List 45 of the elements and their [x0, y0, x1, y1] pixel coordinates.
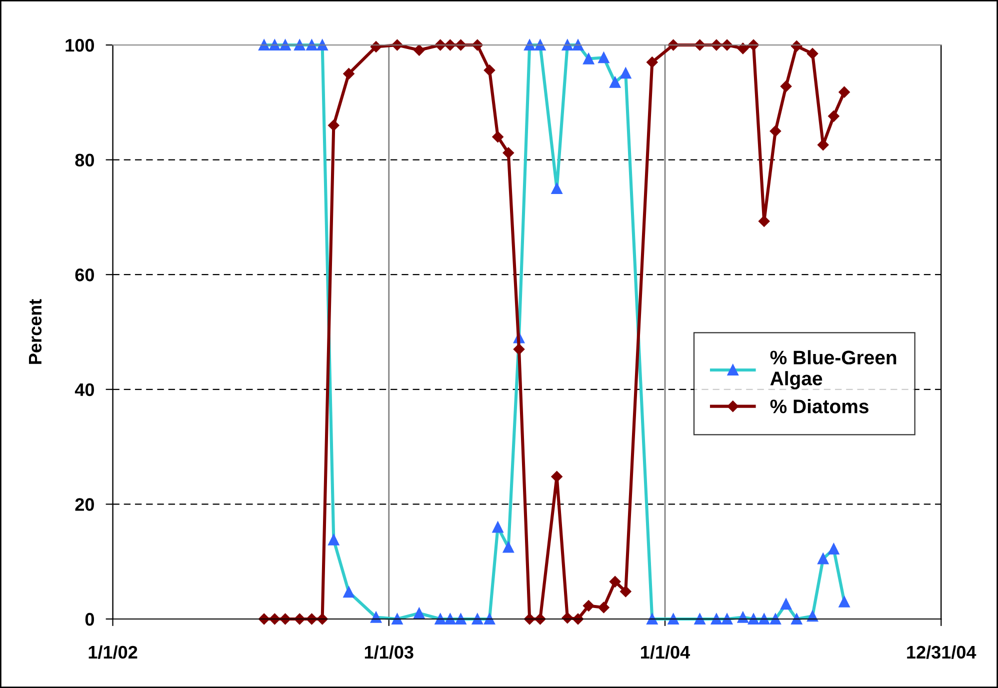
y-tick-label: 40	[74, 383, 94, 396]
point	[492, 131, 504, 142]
point	[609, 576, 621, 588]
point	[444, 39, 456, 51]
y-tick-label: 20	[75, 498, 94, 511]
legend-label: % Diatoms	[770, 399, 868, 414]
point	[838, 86, 850, 98]
point	[758, 216, 770, 227]
point	[694, 39, 706, 51]
point	[328, 120, 340, 131]
y-axis-title: Percent	[28, 299, 42, 364]
x-tick-label: 1/1/02	[88, 645, 138, 659]
x-tick-label: 12/31/04	[907, 645, 976, 659]
point	[414, 44, 425, 56]
point	[269, 613, 280, 625]
legend-label: % Blue-Green Algae	[770, 350, 896, 390]
point	[502, 147, 514, 159]
x-tick-label: 1/1/04	[641, 645, 690, 659]
point	[306, 613, 318, 625]
y-tick-label: 80	[75, 154, 94, 167]
x-tick-label: 1/1/03	[364, 645, 414, 659]
point	[484, 64, 496, 76]
point	[668, 39, 679, 51]
y-tick-label: 0	[85, 612, 94, 626]
point	[806, 48, 818, 60]
point	[780, 80, 792, 92]
point	[280, 613, 291, 625]
point	[818, 139, 829, 150]
point	[770, 125, 782, 137]
point	[598, 602, 610, 614]
point	[534, 613, 546, 625]
point	[620, 586, 632, 598]
point	[582, 600, 594, 612]
y-tick-label: 100	[66, 38, 94, 52]
point	[316, 613, 328, 625]
point	[513, 344, 525, 355]
point	[455, 39, 466, 51]
point	[370, 41, 382, 52]
y-tick-label: 60	[75, 268, 94, 282]
point	[737, 42, 749, 54]
point	[551, 471, 562, 482]
point	[392, 39, 403, 51]
point	[343, 68, 354, 80]
point	[828, 110, 840, 122]
point	[646, 56, 658, 68]
